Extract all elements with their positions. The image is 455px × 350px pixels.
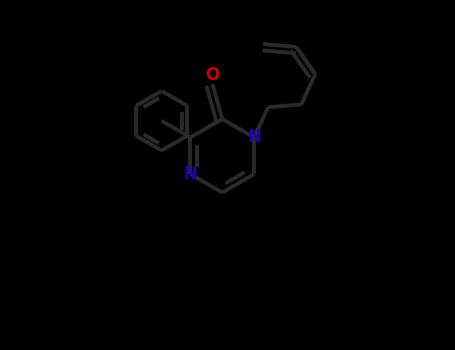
Text: N: N [183, 165, 197, 183]
Text: O: O [205, 66, 220, 84]
Text: N: N [247, 128, 261, 146]
